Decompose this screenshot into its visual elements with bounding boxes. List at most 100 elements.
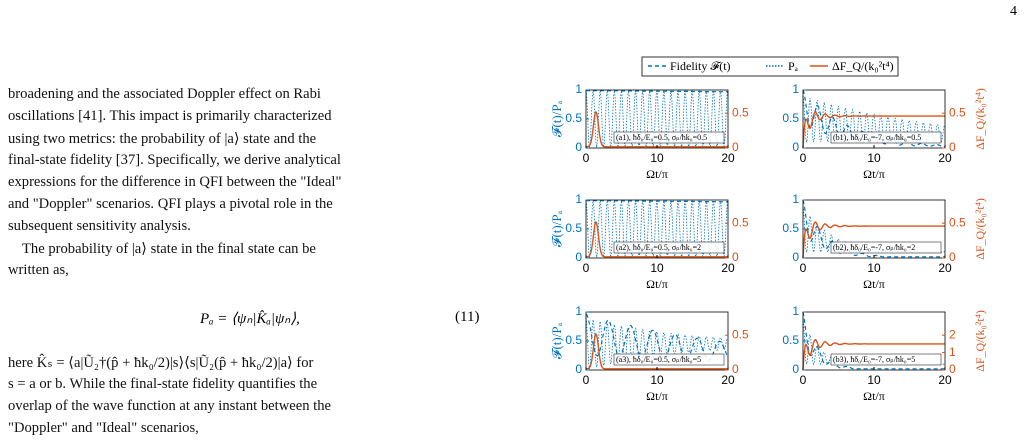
y2-tick-label: 0.5 xyxy=(949,105,966,119)
legend-label: Fidelity 𝓕(t) xyxy=(670,59,731,73)
x-tick-label: 0 xyxy=(583,261,590,275)
y2-tick-label: 0 xyxy=(949,250,956,264)
text-line: subsequent sensitivity analysis. xyxy=(8,218,191,234)
y2-tick-label: 2 xyxy=(949,327,956,341)
x-tick-label: 20 xyxy=(721,261,735,275)
panel-label-box xyxy=(613,353,725,366)
y2-tick-label: 0.5 xyxy=(732,105,749,119)
x-axis-label: Ωt/π xyxy=(863,277,885,291)
page-number: 4 xyxy=(1010,4,1017,19)
y-tick-label: 1 xyxy=(575,304,582,318)
y-tick-label: 0 xyxy=(575,140,582,154)
x-tick-label: 20 xyxy=(938,373,952,387)
legend-label: Pₐ xyxy=(788,59,799,73)
x-tick-label: 10 xyxy=(650,373,664,387)
y2-axis-label: ΔF_Q/(k₀²t⁴) xyxy=(973,198,987,260)
y-tick-label: 0 xyxy=(792,140,799,154)
y2-tick-label: 0.5 xyxy=(949,215,966,229)
x-tick-label: 10 xyxy=(650,261,664,275)
x-tick-label: 10 xyxy=(650,151,664,165)
y-tick-label: 0.5 xyxy=(565,333,582,347)
y2-tick-label: 0 xyxy=(732,140,739,154)
panel-label: (a2), ħδ₀/E₀=0.5, σₚ/ħk₀=2 xyxy=(616,243,701,252)
curve-pa xyxy=(585,199,729,259)
x-axis-label: Ωt/π xyxy=(646,389,668,403)
y-tick-label: 0.5 xyxy=(565,111,582,125)
text-line: expressions for the difference in QFI be… xyxy=(8,174,342,190)
y-tick-label: 0 xyxy=(792,362,799,376)
x-axis-label: Ωt/π xyxy=(863,167,885,181)
y-tick-label: 0.5 xyxy=(782,111,799,125)
y-tick-label: 1 xyxy=(575,82,582,96)
text-line: The probability of |a⟩ state in the fina… xyxy=(22,241,316,257)
y-axis-label: 𝓕(t)/Pₐ xyxy=(549,100,564,137)
panel-label-box xyxy=(830,241,942,254)
equation-number: (11) xyxy=(455,309,480,325)
y-axis-label: 𝓕(t)/Pₐ xyxy=(549,322,564,359)
panel-label-box xyxy=(613,241,725,254)
x-tick-label: 0 xyxy=(583,151,590,165)
x-tick-label: 20 xyxy=(938,261,952,275)
text-line: final-state fidelity [37]. Specifically,… xyxy=(8,152,341,168)
x-tick-label: 20 xyxy=(938,151,952,165)
y2-axis-label: ΔF_Q/(k₀²t⁴) xyxy=(973,310,987,372)
panel-label: (b1), ħδ₀/E₀=-7, σₚ/ħk₀=0.5 xyxy=(833,133,921,142)
x-tick-label: 10 xyxy=(867,261,881,275)
y2-tick-label: 0.5 xyxy=(732,215,749,229)
y2-tick-label: 0 xyxy=(732,362,739,376)
y-axis-label: 𝓕(t)/Pₐ xyxy=(549,210,564,247)
x-axis-label: Ωt/π xyxy=(646,167,668,181)
y-tick-label: 0 xyxy=(792,250,799,264)
y2-tick-label: 0.5 xyxy=(732,327,749,341)
curve-pa xyxy=(802,95,946,144)
curve-pa xyxy=(585,317,729,370)
panel-label: (b3), ħδ₀/E₀=-7, σₚ/ħk₀=5 xyxy=(833,355,915,364)
y-tick-label: 1 xyxy=(792,82,799,96)
curve-dfq xyxy=(802,111,945,149)
x-tick-label: 0 xyxy=(800,151,807,165)
panel-label: (b2), ħδ₀/E₀=-7, σₚ/ħk₀=2 xyxy=(833,243,915,252)
text-line: here K̂ₛ = ⟨a|Ũ₂†(p̂ + ħk₀/2)|s⟩⟨s|Ũ₂(p̂… xyxy=(8,355,314,371)
panel-label-box xyxy=(830,353,942,366)
curve-dfq xyxy=(802,221,945,259)
panel-label-box xyxy=(613,131,725,144)
panel-label: (a1), ħδ₀/E₀=0.5, σₚ/ħk₀=0.5 xyxy=(616,133,707,142)
text-line: overlap of the wave function at any inst… xyxy=(8,398,331,414)
y2-tick-label: 0 xyxy=(732,250,739,264)
figure: Fidelity 𝓕(t) Pₐ ΔF_Q/(k₀²t⁴)0 10 20Ωt/π00.5… xyxy=(549,56,987,403)
y2-tick-label: 1 xyxy=(949,345,956,359)
curve-dfq xyxy=(802,338,945,371)
text-line: written as, xyxy=(8,262,69,278)
text-line: "Doppler" and "Ideal" scenarios, xyxy=(8,420,199,436)
y-tick-label: 0.5 xyxy=(565,221,582,235)
y-tick-label: 1 xyxy=(575,192,582,206)
x-tick-label: 0 xyxy=(800,261,807,275)
legend-label: ΔF_Q/(k₀²t⁴) xyxy=(832,59,894,73)
y-tick-label: 0 xyxy=(575,362,582,376)
text-line: oscillations [41]. This impact is primar… xyxy=(8,108,332,124)
text-line: and "Doppler" scenarios. QFI plays a piv… xyxy=(8,196,333,212)
panel-label-box xyxy=(830,131,942,144)
text-line: s = a or b. While the final-state fideli… xyxy=(8,376,318,392)
x-tick-label: 10 xyxy=(867,151,881,165)
curve-pa xyxy=(585,89,729,149)
y2-tick-label: 0 xyxy=(949,140,956,154)
y-tick-label: 0.5 xyxy=(782,333,799,347)
x-axis-label: Ωt/π xyxy=(646,277,668,291)
x-tick-label: 20 xyxy=(721,373,735,387)
text-line: broadening and the associated Doppler ef… xyxy=(8,86,321,102)
y-tick-label: 1 xyxy=(792,304,799,318)
x-tick-label: 0 xyxy=(800,373,807,387)
x-tick-label: 20 xyxy=(721,151,735,165)
y-tick-label: 0 xyxy=(575,250,582,264)
y2-axis-label: ΔF_Q/(k₀²t⁴) xyxy=(973,88,987,150)
x-tick-label: 10 xyxy=(867,373,881,387)
text-line: using two metrics: the probability of |a… xyxy=(8,131,317,147)
y2-tick-label: 0 xyxy=(949,362,956,376)
y-tick-label: 0.5 xyxy=(782,221,799,235)
equation: Pₐ = ⟨ψₙ|K̂ₐ|ψₙ⟩, xyxy=(200,311,300,327)
y-tick-label: 1 xyxy=(792,192,799,206)
x-axis-label: Ωt/π xyxy=(863,389,885,403)
panel-label: (a3), ħδ₀/E₀=0.5, σₚ/ħk₀=5 xyxy=(616,355,701,364)
